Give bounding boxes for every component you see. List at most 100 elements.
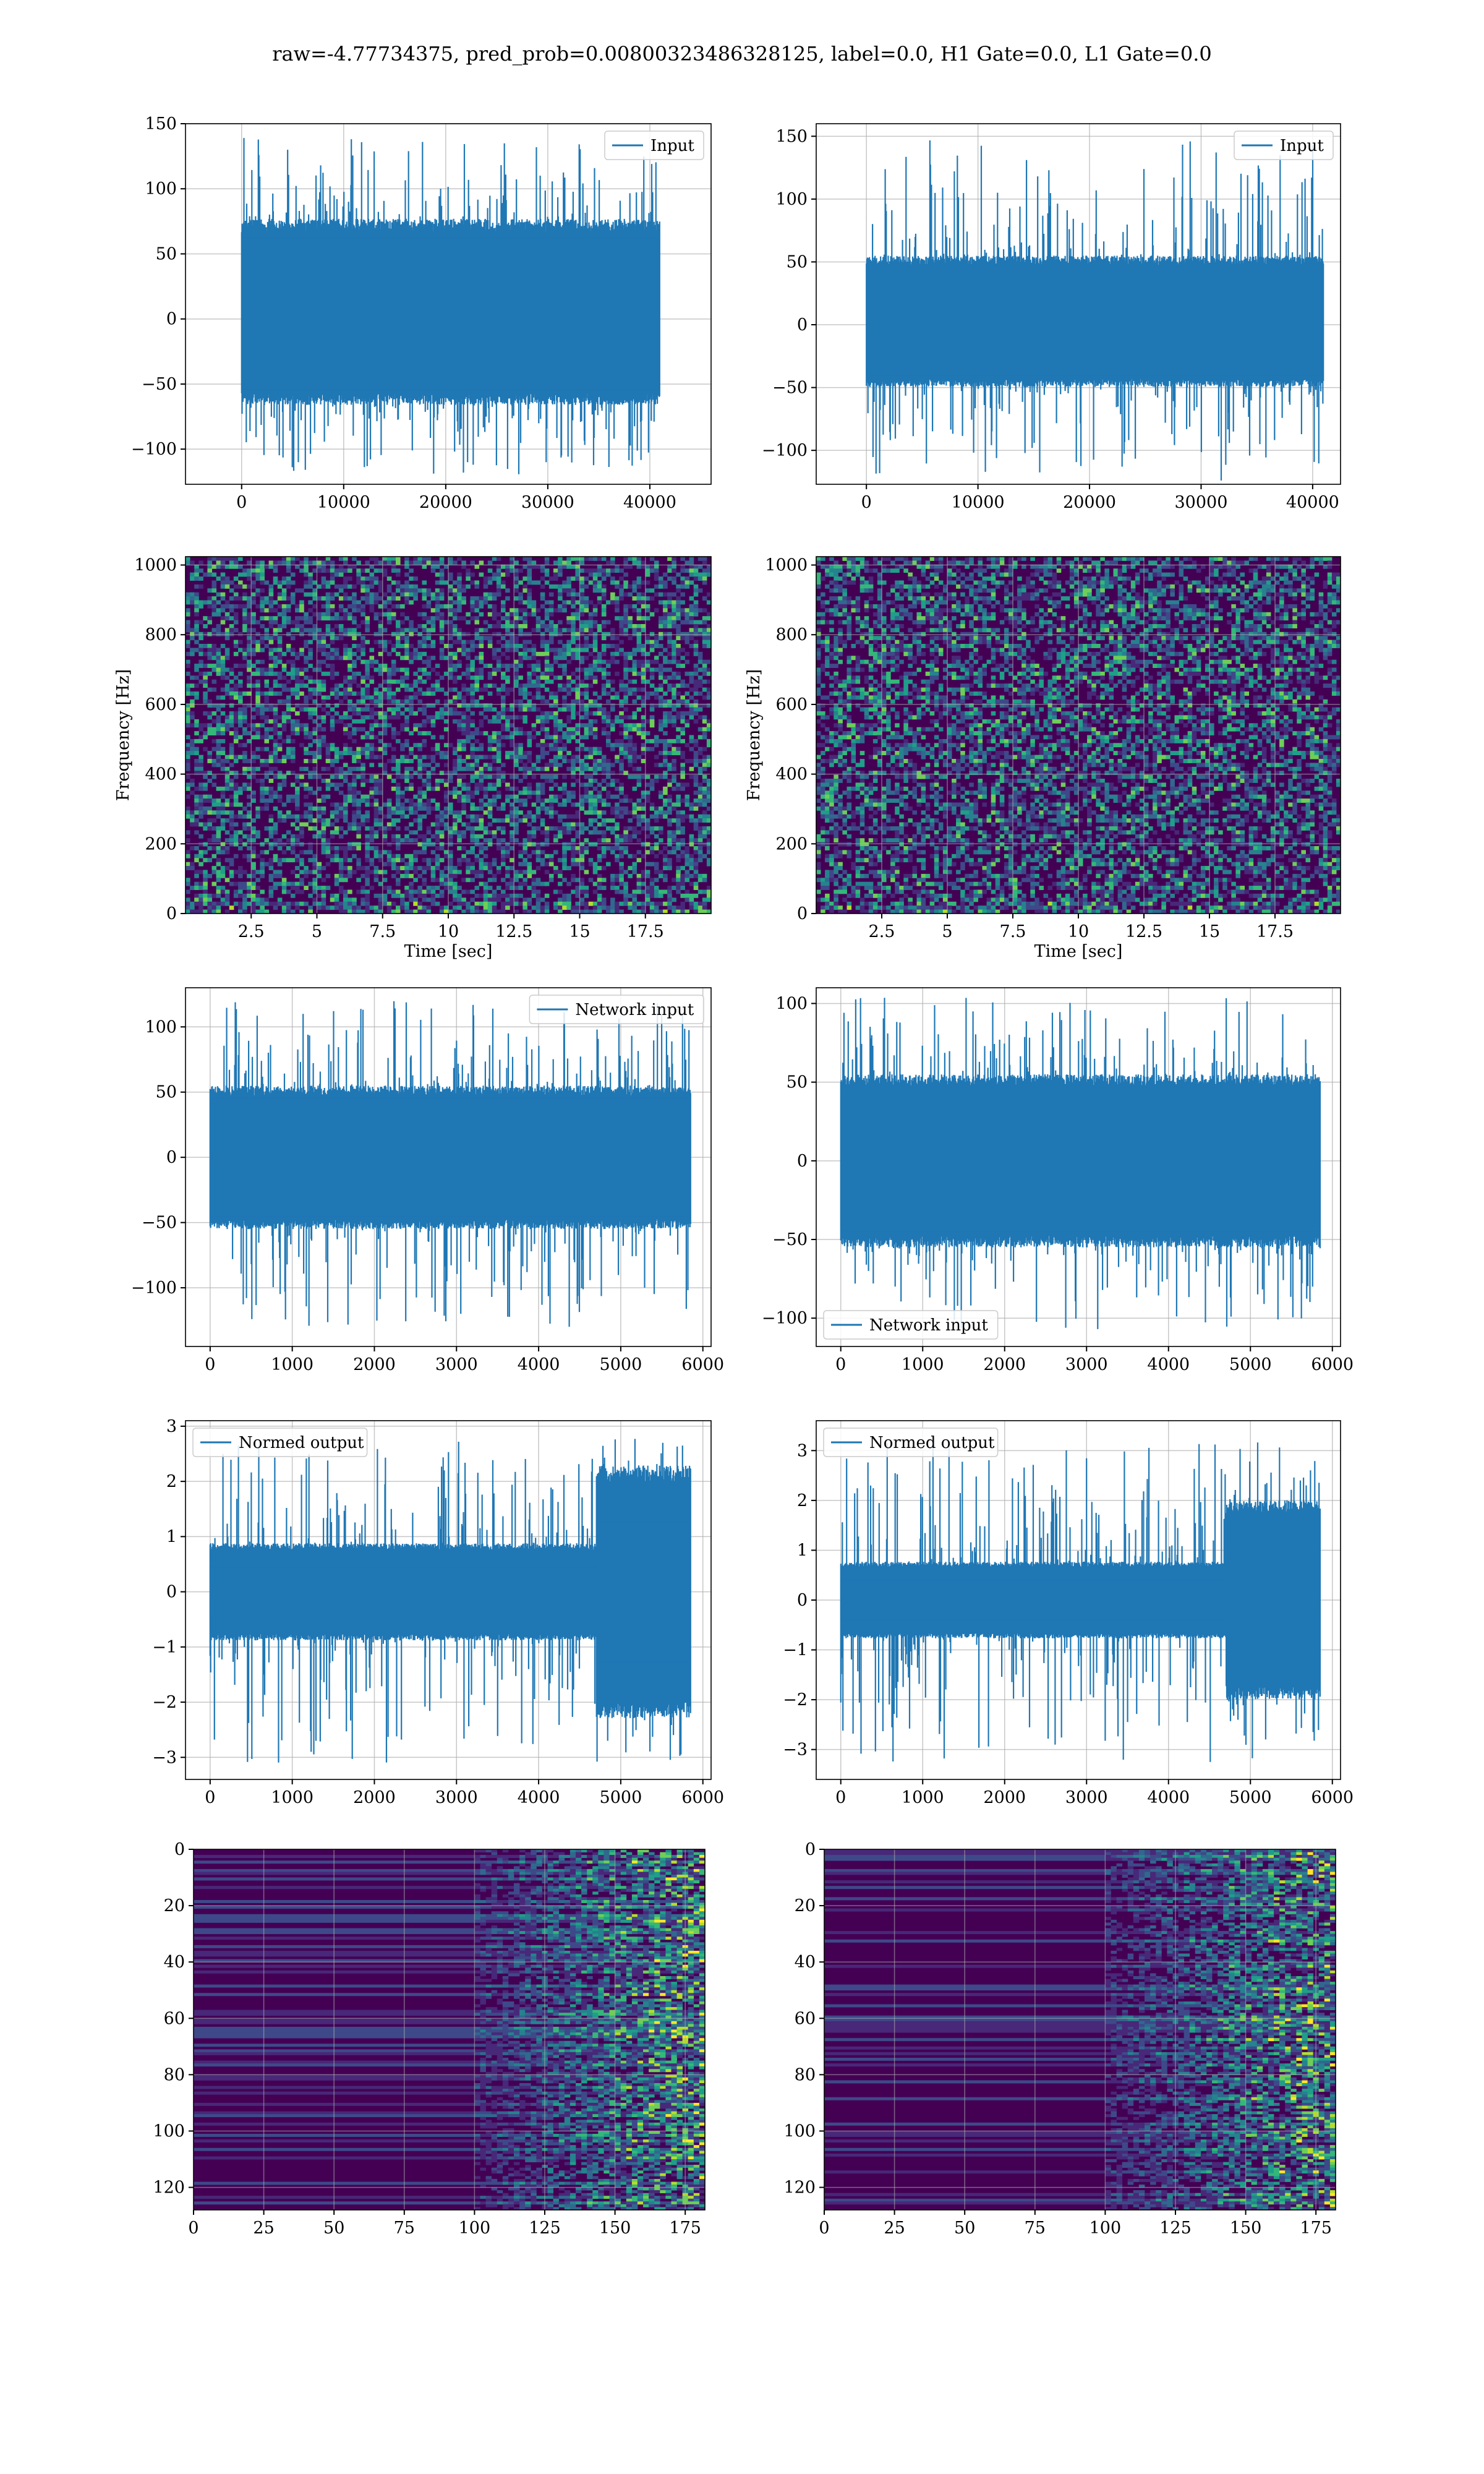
heatmap-cell: [531, 790, 537, 795]
heatmap-cell: [211, 711, 217, 716]
heatmap-cell: [514, 679, 519, 684]
heatmap-cell: [207, 711, 212, 716]
heatmap-cell: [492, 738, 497, 743]
heatmap-cell: [273, 738, 278, 743]
heatmap-cell: [413, 560, 418, 565]
heatmap-cell: [386, 826, 392, 831]
heatmap-cell: [260, 806, 265, 811]
heatmap-cell: [474, 671, 480, 676]
heatmap-cell: [619, 814, 624, 819]
heatmap-cell: [457, 846, 462, 850]
heatmap-cell: [588, 779, 594, 783]
heatmap-cell: [706, 786, 712, 791]
heatmap-cell: [233, 612, 239, 617]
heatmap-cell: [352, 790, 357, 795]
heatmap-cell: [601, 631, 607, 636]
heatmap-cell: [343, 771, 348, 776]
heatmap-cell: [553, 810, 558, 815]
heatmap-cell: [636, 600, 642, 605]
heatmap-cell: [338, 834, 344, 839]
heatmap-cell: [649, 830, 655, 835]
heatmap-cell: [186, 691, 190, 696]
heatmap-cell: [308, 826, 313, 831]
heatmap-cell: [610, 830, 615, 835]
heatmap-cell: [295, 687, 300, 692]
heatmap-cell: [592, 640, 598, 644]
heatmap-cell: [382, 667, 388, 672]
heatmap-cell: [540, 636, 545, 641]
heatmap-cell: [348, 596, 352, 601]
heatmap-cell: [430, 592, 436, 597]
heatmap-cell: [636, 806, 642, 811]
heatmap-cell: [203, 735, 208, 740]
heatmap-cell: [483, 683, 488, 688]
heatmap-cell: [689, 738, 694, 743]
heatmap-cell: [548, 798, 554, 803]
heatmap-cell: [548, 608, 554, 613]
heatmap-cell: [291, 648, 296, 653]
heatmap-cell: [304, 747, 309, 751]
heatmap-cell: [479, 766, 484, 771]
heatmap-cell: [198, 738, 203, 743]
heatmap-cell: [693, 802, 699, 807]
heatmap-cell: [575, 564, 580, 569]
heatmap-cell: [338, 596, 344, 601]
heatmap-cell: [697, 628, 703, 633]
heatmap-cell: [623, 628, 628, 633]
heatmap-cell: [566, 794, 571, 799]
heatmap-cell: [684, 568, 690, 573]
heatmap-cell: [360, 707, 365, 712]
heatmap-cell: [198, 842, 203, 847]
heatmap-cell: [264, 771, 270, 776]
heatmap-cell: [641, 667, 646, 672]
heatmap-cell: [606, 620, 611, 625]
heatmap-cell: [417, 766, 422, 771]
heatmap-cell: [461, 715, 466, 720]
heatmap-cell: [632, 651, 638, 656]
heatmap-cell: [584, 695, 589, 700]
heatmap-cell: [553, 755, 558, 760]
heatmap-cell: [365, 584, 370, 589]
heatmap-cell: [514, 659, 519, 664]
heatmap-cell: [632, 691, 638, 696]
heatmap-cell: [483, 584, 488, 589]
heatmap-cell: [592, 759, 598, 763]
heatmap-cell: [659, 719, 663, 724]
heatmap-cell: [457, 794, 462, 799]
heatmap-cell: [575, 648, 580, 653]
heatmap-cell: [400, 790, 405, 795]
heatmap-cell: [207, 687, 212, 692]
heatmap-cell: [702, 557, 707, 561]
heatmap-cell: [207, 838, 212, 843]
heatmap-cell: [619, 687, 624, 692]
heatmap-cell: [391, 711, 396, 716]
heatmap-cell: [312, 699, 317, 704]
heatmap-cell: [702, 802, 707, 807]
heatmap-cell: [579, 763, 585, 768]
heatmap-cell: [466, 766, 471, 771]
heatmap-cell: [229, 687, 234, 692]
heatmap-cell: [623, 850, 628, 855]
heatmap-cell: [496, 592, 501, 597]
heatmap-cell: [321, 707, 326, 712]
heatmap-cell: [667, 763, 672, 768]
heatmap-cell: [203, 826, 208, 831]
heatmap-cell: [548, 624, 554, 628]
heatmap-cell: [636, 723, 642, 728]
heatmap-cell: [194, 576, 199, 581]
heatmap-cell: [360, 779, 365, 783]
heatmap-cell: [400, 858, 405, 863]
heatmap-cell: [562, 695, 567, 700]
heatmap-cell: [518, 699, 523, 704]
heatmap-cell: [676, 842, 681, 847]
heatmap-cell: [369, 846, 375, 850]
heatmap-cell: [505, 755, 510, 760]
heatmap-cell: [260, 759, 265, 763]
heatmap-cell: [255, 679, 260, 684]
heatmap-cell: [365, 798, 370, 803]
heatmap-cell: [400, 711, 405, 716]
heatmap-cell: [457, 584, 462, 589]
heatmap-cell: [584, 782, 589, 787]
heatmap-cell: [321, 616, 326, 621]
heatmap-cell: [501, 644, 506, 648]
